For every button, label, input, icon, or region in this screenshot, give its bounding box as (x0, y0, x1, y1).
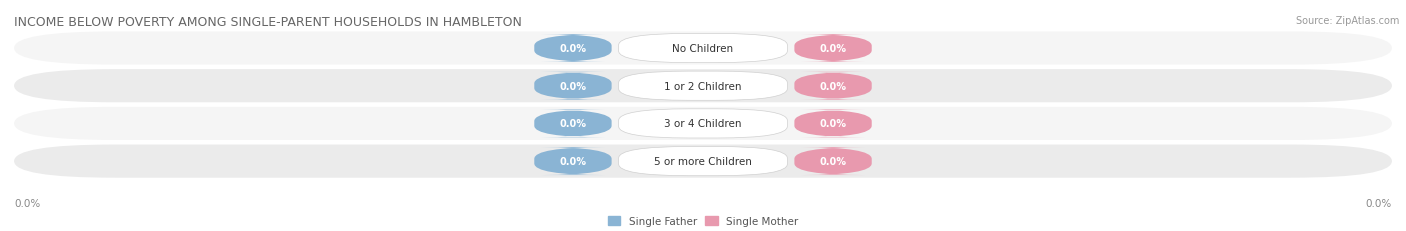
Text: INCOME BELOW POVERTY AMONG SINGLE-PARENT HOUSEHOLDS IN HAMBLETON: INCOME BELOW POVERTY AMONG SINGLE-PARENT… (14, 16, 522, 29)
Text: 0.0%: 0.0% (820, 119, 846, 129)
FancyBboxPatch shape (534, 73, 612, 100)
Text: 5 or more Children: 5 or more Children (654, 156, 752, 166)
Text: Source: ZipAtlas.com: Source: ZipAtlas.com (1295, 16, 1399, 26)
Text: 0.0%: 0.0% (1365, 198, 1392, 208)
FancyBboxPatch shape (534, 35, 612, 63)
Text: 0.0%: 0.0% (820, 156, 846, 166)
Text: 3 or 4 Children: 3 or 4 Children (664, 119, 742, 129)
FancyBboxPatch shape (534, 148, 612, 175)
FancyBboxPatch shape (14, 70, 1392, 103)
Text: 0.0%: 0.0% (820, 44, 846, 54)
Text: 0.0%: 0.0% (560, 156, 586, 166)
FancyBboxPatch shape (794, 35, 872, 63)
FancyBboxPatch shape (534, 110, 612, 138)
Text: 0.0%: 0.0% (560, 81, 586, 91)
Text: 1 or 2 Children: 1 or 2 Children (664, 81, 742, 91)
FancyBboxPatch shape (14, 107, 1392, 140)
Text: 0.0%: 0.0% (560, 44, 586, 54)
FancyBboxPatch shape (619, 109, 787, 138)
Text: 0.0%: 0.0% (14, 198, 41, 208)
FancyBboxPatch shape (619, 147, 787, 176)
FancyBboxPatch shape (794, 148, 872, 175)
FancyBboxPatch shape (14, 145, 1392, 178)
Text: 0.0%: 0.0% (560, 119, 586, 129)
FancyBboxPatch shape (794, 73, 872, 100)
Text: No Children: No Children (672, 44, 734, 54)
Text: 0.0%: 0.0% (820, 81, 846, 91)
FancyBboxPatch shape (14, 32, 1392, 65)
FancyBboxPatch shape (619, 72, 787, 101)
Legend: Single Father, Single Mother: Single Father, Single Mother (607, 216, 799, 226)
FancyBboxPatch shape (794, 110, 872, 138)
FancyBboxPatch shape (619, 34, 787, 63)
